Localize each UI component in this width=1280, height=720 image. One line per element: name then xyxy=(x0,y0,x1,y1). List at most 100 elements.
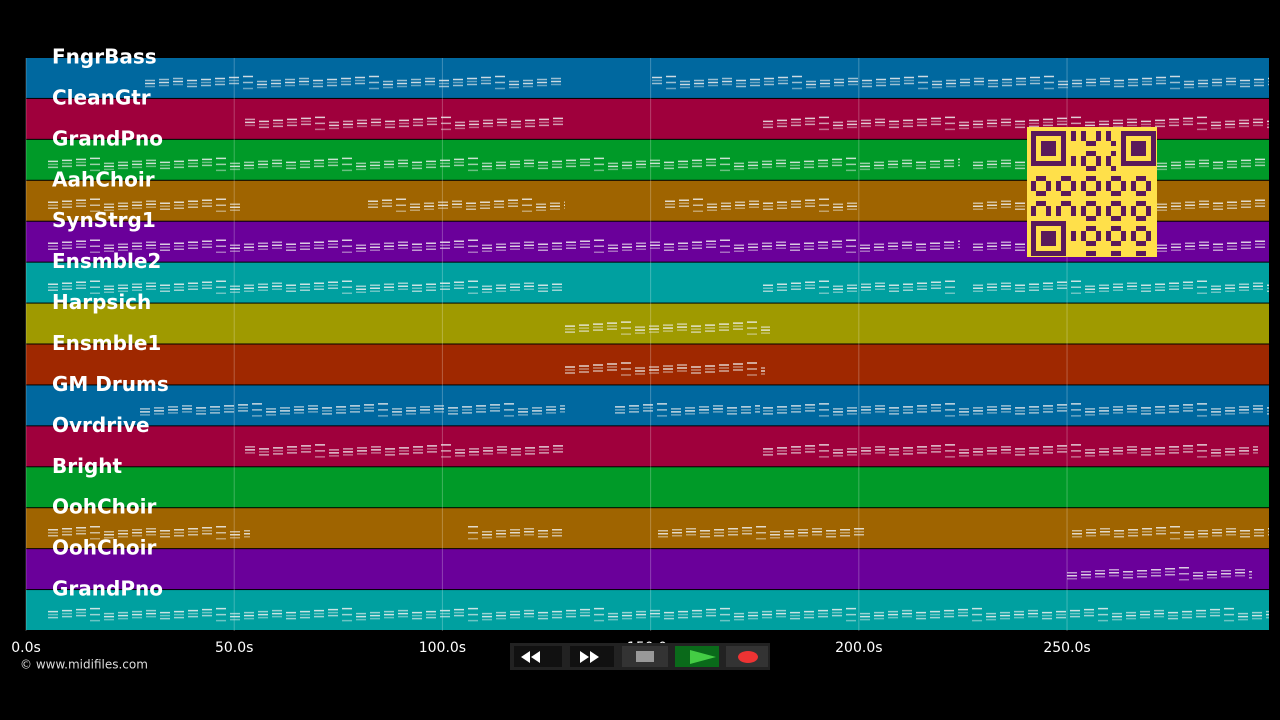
qr-module xyxy=(1036,176,1041,181)
note-line xyxy=(973,284,1269,294)
qr-module xyxy=(1066,176,1071,181)
note-line xyxy=(665,198,857,209)
qr-module xyxy=(1086,141,1091,146)
qr-module xyxy=(1131,211,1136,216)
note-line xyxy=(565,366,765,376)
qr-module xyxy=(1141,241,1146,246)
qr-module xyxy=(1066,191,1071,196)
qr-module xyxy=(1116,176,1121,181)
note-line xyxy=(1157,199,1265,209)
track-row xyxy=(26,508,1269,549)
rewind-button[interactable] xyxy=(514,646,562,667)
qr-module xyxy=(1136,176,1141,181)
qr-module xyxy=(1141,226,1146,231)
track-name: FngrBass xyxy=(52,45,157,69)
qr-module xyxy=(1111,201,1116,206)
note-line xyxy=(48,280,562,290)
tick-label: 50.0s xyxy=(215,640,253,656)
qr-module xyxy=(1056,181,1061,186)
note-line xyxy=(652,79,1269,90)
note-line xyxy=(763,282,955,292)
qr-module xyxy=(1081,211,1086,216)
track-row xyxy=(26,58,1269,98)
note-line xyxy=(48,157,960,168)
qr-module xyxy=(1061,176,1066,181)
qr-module xyxy=(1091,216,1096,221)
note-line xyxy=(973,159,1025,170)
qr-module xyxy=(1121,211,1126,216)
qr-module xyxy=(1111,166,1116,171)
note-line xyxy=(1067,568,1252,579)
qr-module xyxy=(1081,156,1086,161)
qr-module xyxy=(1146,206,1151,211)
qr-module xyxy=(1086,166,1091,171)
track-name: Ovrdrive xyxy=(52,413,150,437)
qr-module xyxy=(1096,236,1101,241)
note-line xyxy=(1072,525,1269,536)
qr-module xyxy=(1131,181,1136,186)
note-line xyxy=(973,282,1269,292)
transport-controls xyxy=(510,643,770,670)
qr-module xyxy=(1116,241,1121,246)
qr-module xyxy=(1081,231,1086,236)
qr-module xyxy=(1116,251,1121,256)
note-line xyxy=(245,444,563,454)
qr-module xyxy=(1056,211,1061,216)
note-line xyxy=(48,282,562,292)
qr-module xyxy=(1071,136,1076,141)
track-name: OohChoir xyxy=(52,536,156,560)
qr-module xyxy=(1046,181,1051,186)
qr-module xyxy=(1106,161,1111,166)
qr-module xyxy=(1106,181,1111,186)
note-line xyxy=(1067,570,1252,581)
qr-module xyxy=(1146,231,1151,236)
qr-module xyxy=(1086,216,1091,221)
track-row xyxy=(26,344,1269,385)
note-line xyxy=(1157,161,1265,171)
qr-module xyxy=(1111,176,1116,181)
qr-module xyxy=(1081,131,1086,136)
qr-module xyxy=(1086,251,1091,256)
track-labels: FngrBass CleanGtr GrandPno AahChoir SynStrg1… xyxy=(52,45,169,601)
qr-code xyxy=(1027,127,1157,257)
qr-module xyxy=(1111,151,1116,156)
track-name: Ensmble1 xyxy=(52,331,161,355)
qr-finder xyxy=(1131,141,1146,156)
qr-module xyxy=(1116,226,1121,231)
play-button[interactable] xyxy=(675,646,719,667)
note-line xyxy=(763,403,1269,413)
note-line xyxy=(763,116,1269,127)
qr-module xyxy=(1066,201,1071,206)
note-line xyxy=(48,200,240,211)
qr-module xyxy=(1086,226,1091,231)
qr-module xyxy=(1086,176,1091,181)
note-line xyxy=(1157,240,1265,249)
track-name: GrandPno xyxy=(52,577,163,601)
note-line xyxy=(48,525,250,536)
qr-module xyxy=(1041,201,1046,206)
qr-finder xyxy=(1041,231,1056,246)
note-line xyxy=(615,407,760,417)
track-row xyxy=(26,467,1269,508)
qr-module xyxy=(1036,191,1041,196)
note-line xyxy=(763,280,955,290)
note-line xyxy=(145,75,561,86)
note-line xyxy=(1157,200,1265,211)
qr-module xyxy=(1086,191,1091,196)
note-line xyxy=(763,444,1258,454)
note-line xyxy=(245,120,563,131)
forward-button[interactable] xyxy=(570,646,614,667)
record-button[interactable] xyxy=(726,646,768,667)
note-line xyxy=(973,280,1269,290)
qr-module xyxy=(1081,236,1086,241)
note-line xyxy=(48,611,1269,622)
stop-button[interactable] xyxy=(622,646,668,667)
track-name: Ensmble2 xyxy=(52,249,161,273)
qr-module xyxy=(1111,216,1116,221)
qr-module xyxy=(1081,136,1086,141)
note-line xyxy=(48,243,960,253)
qr-module xyxy=(1091,226,1096,231)
qr-module xyxy=(1091,151,1096,156)
